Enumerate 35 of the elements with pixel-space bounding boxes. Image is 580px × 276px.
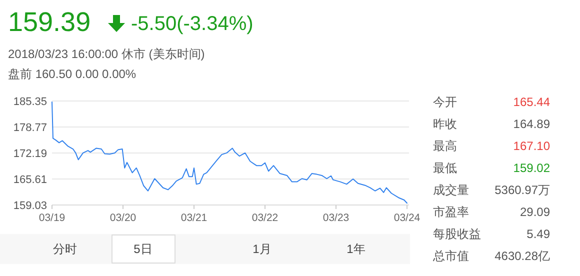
y-tick-label: 165.61 (13, 174, 47, 186)
text: 29.09 (520, 205, 550, 219)
y-tick-label: 185.35 (13, 96, 47, 108)
text: 2018/03/23 16:00:00 休市 (美东时间) (8, 47, 205, 61)
x-tick-label: 03/24 (394, 212, 420, 224)
text: 4630.28亿 (494, 249, 550, 263)
text: 164.89 (513, 117, 550, 131)
x-tick-label: 03/23 (322, 212, 350, 224)
text: 最高 (433, 139, 457, 153)
text: 5日 (134, 242, 152, 256)
text: 昨收 (433, 117, 457, 131)
x-tick-label: 03/20 (110, 212, 136, 224)
x-tick-label: 03/19 (38, 212, 66, 224)
chart-subtitle: -5.50(-3.34%) (131, 13, 254, 35)
text: 成交量 (433, 183, 469, 197)
text: 1月 (252, 242, 272, 256)
text: 盘前 160.50 0.00 0.00% (8, 67, 136, 81)
text: 159.02 (513, 161, 550, 175)
y-tick-label: 172.19 (13, 148, 47, 160)
text: 165.44 (513, 95, 550, 109)
text: 5360.97万 (494, 183, 550, 197)
text: 市盈率 (433, 205, 469, 219)
x-tick-label: 03/21 (180, 212, 208, 224)
text: 167.10 (513, 139, 550, 153)
text: 每股收益 (433, 227, 481, 241)
text: 总市值 (432, 249, 469, 263)
text: 1年 (346, 242, 366, 256)
text: 5.49 (526, 227, 550, 241)
x-tick-label: 03/22 (252, 212, 278, 224)
y-tick-label: 178.77 (13, 122, 47, 134)
chart-title: 159.39 (8, 7, 91, 37)
y-tick-label: 159.03 (13, 200, 47, 212)
text: 最低 (433, 161, 457, 175)
text: 分时 (53, 242, 77, 256)
text: 今开 (433, 95, 457, 109)
